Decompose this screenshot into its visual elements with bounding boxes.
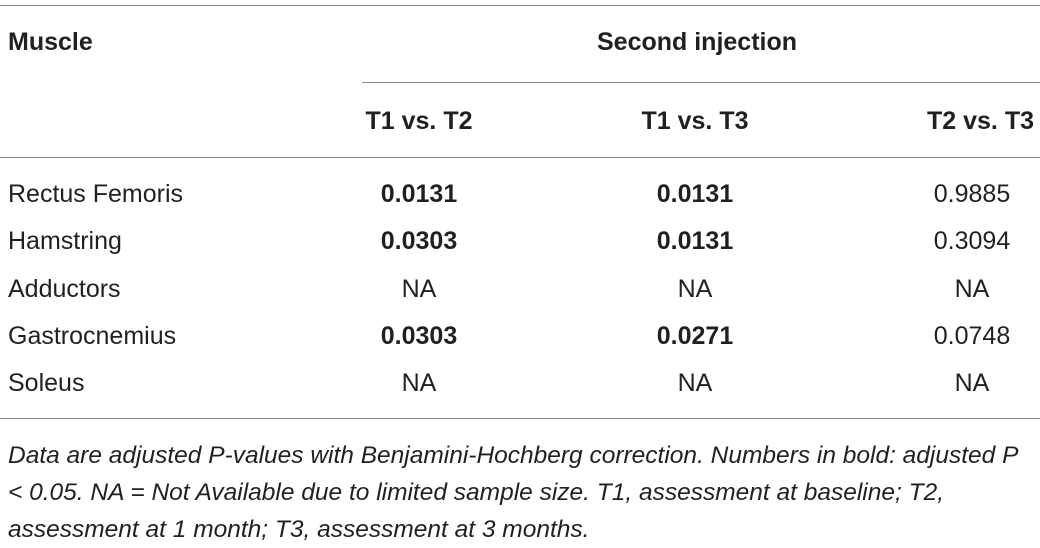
- row-value: NA: [677, 369, 713, 397]
- header-col-t1-t3: T1 vs. T3: [641, 107, 749, 135]
- row-value: NA: [954, 275, 990, 303]
- row-value: 0.0271: [656, 322, 734, 350]
- header-bottom-rule: [0, 157, 1040, 158]
- table-bottom-rule: [0, 418, 1040, 419]
- row-value: NA: [677, 275, 713, 303]
- row-muscle-label: Rectus Femoris: [8, 180, 184, 208]
- row-muscle-label: Gastrocnemius: [8, 322, 177, 350]
- header-second-injection: Second injection: [596, 28, 798, 56]
- row-value: NA: [954, 369, 990, 397]
- row-muscle-label: Hamstring: [8, 227, 122, 255]
- row-value: NA: [401, 369, 437, 397]
- row-value: 0.0303: [380, 322, 458, 350]
- row-muscle-label: Soleus: [8, 369, 85, 397]
- header-muscle: Muscle: [8, 28, 93, 56]
- row-value: 0.0131: [656, 227, 734, 255]
- row-value: 0.0303: [380, 227, 458, 255]
- row-value: 0.9885: [933, 180, 1011, 208]
- row-value: 0.0131: [380, 180, 458, 208]
- row-muscle-label: Adductors: [8, 275, 121, 303]
- row-value: 0.3094: [933, 227, 1011, 255]
- row-value: NA: [401, 275, 437, 303]
- row-value: 0.0748: [933, 322, 1011, 350]
- header-col-t1-t2: T1 vs. T2: [365, 107, 473, 135]
- top-rule: [0, 5, 1040, 6]
- table-footnote: Data are adjusted P-values with Benjamin…: [8, 442, 1018, 543]
- group-underline-rule: [362, 82, 1040, 83]
- header-col-t2-t3: T2 vs. T3: [927, 107, 1034, 135]
- row-value: 0.0131: [656, 180, 734, 208]
